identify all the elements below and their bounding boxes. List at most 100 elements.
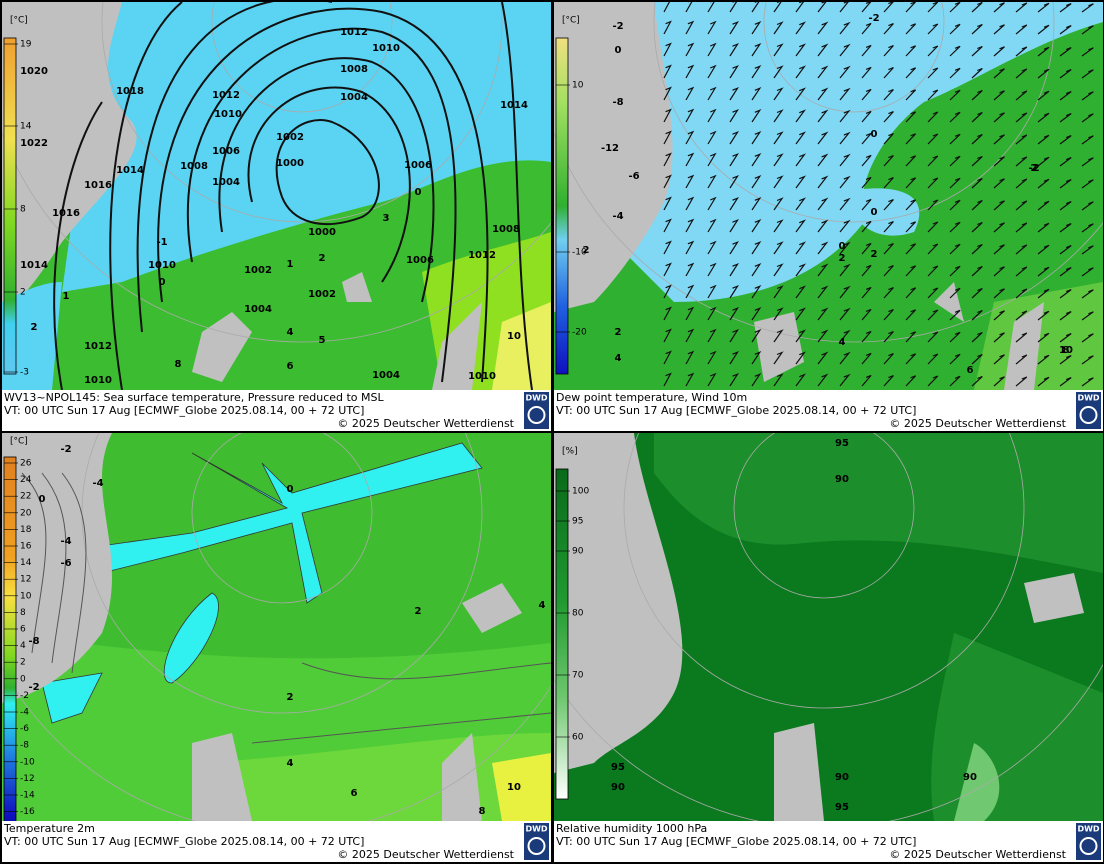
wind-barb xyxy=(971,89,983,101)
wind-barb xyxy=(949,177,961,189)
wind-barb xyxy=(993,222,1005,233)
wind-barb xyxy=(949,133,961,145)
wind-barb xyxy=(817,307,829,321)
wind-barb xyxy=(949,265,961,277)
wind-barb xyxy=(905,243,917,255)
wind-barb xyxy=(861,374,872,387)
wind-barb xyxy=(1081,377,1094,387)
wind-barb xyxy=(1081,355,1094,365)
wind-barb xyxy=(1037,156,1050,167)
wind-barb xyxy=(883,221,894,233)
caption-area xyxy=(554,821,1103,862)
colorbar-label: 6 xyxy=(20,625,26,635)
wind-barb xyxy=(861,352,872,365)
colorbar-label: 26 xyxy=(20,459,32,469)
wind-barb xyxy=(729,86,740,101)
wind-barb xyxy=(949,331,961,343)
contour-label: 95 xyxy=(835,802,849,813)
wind-barb xyxy=(1037,178,1050,189)
wind-barb xyxy=(1059,69,1072,79)
colorbar-label: 8 xyxy=(20,608,26,618)
wind-barb xyxy=(773,329,784,343)
wind-barb xyxy=(1059,25,1072,35)
wind-barb xyxy=(817,241,829,255)
colorbar-label: 19 xyxy=(20,40,32,50)
wind-barb xyxy=(795,109,807,123)
wind-barb xyxy=(993,354,1005,365)
wind-barb xyxy=(993,46,1005,57)
wind-barbs xyxy=(663,2,1094,387)
wind-barb xyxy=(751,219,762,233)
wind-barb xyxy=(861,242,872,255)
caption-time: VT: 00 UTC Sun 17 Aug [ECMWF_Globe 2025.… xyxy=(4,404,364,417)
wind-barb xyxy=(861,88,872,101)
contour-label: 1010 xyxy=(214,109,242,120)
contour-label: 0 xyxy=(287,484,294,495)
wind-barb xyxy=(905,309,917,321)
wind-barb xyxy=(795,175,807,189)
wind-barb xyxy=(927,221,939,233)
colorbar-label: 60 xyxy=(572,733,584,743)
wind-barb xyxy=(773,43,784,57)
wind-barb xyxy=(751,2,760,13)
contour-label: 5 xyxy=(319,335,326,346)
wind-barb xyxy=(795,153,807,167)
wind-barb xyxy=(729,328,740,343)
contour-label: -2 xyxy=(612,21,623,32)
logo: DWD xyxy=(1077,825,1099,834)
caption-area xyxy=(2,821,551,862)
contour-label: 1016 xyxy=(84,180,112,191)
caption-time: VT: 00 UTC Sun 17 Aug [ECMWF_Globe 2025.… xyxy=(4,835,364,848)
wind-barb xyxy=(817,21,829,35)
wind-barb xyxy=(883,89,894,101)
wind-barb xyxy=(663,372,672,387)
contour-label: 8 xyxy=(479,806,486,817)
contour-label: 1010 xyxy=(372,43,400,54)
contour-label: 1012 xyxy=(468,250,496,261)
wind-barb xyxy=(839,65,851,79)
wind-barb xyxy=(751,307,762,321)
wind-barb xyxy=(1059,377,1072,387)
wind-barb xyxy=(817,373,829,387)
wind-barb xyxy=(729,306,740,321)
contour-label: 1006 xyxy=(404,160,432,171)
wind-barb xyxy=(1037,24,1050,35)
map xyxy=(554,433,1103,821)
wind-barb xyxy=(729,20,740,35)
wind-barb xyxy=(1015,178,1028,189)
wind-barb xyxy=(707,108,717,123)
wind-barb xyxy=(817,285,829,299)
colorbar-label: 2 xyxy=(20,288,26,298)
contour-label: 1 xyxy=(63,291,70,302)
contour-label: 1018 xyxy=(116,86,144,97)
colorbar-label: 70 xyxy=(572,671,584,681)
wind-barb xyxy=(795,351,807,365)
wind-barb xyxy=(751,263,762,277)
wind-barb xyxy=(751,241,762,255)
wind-barb xyxy=(883,331,894,343)
contour-label: 4 xyxy=(287,758,294,769)
wind-barb xyxy=(905,177,917,189)
panel-labels: [%] 100 95 90 80 70 60 95 90 95 90 90 95 90 Relative h… xyxy=(554,438,1103,862)
wind-barb xyxy=(751,131,762,145)
wind-barb xyxy=(1037,46,1050,57)
contour-label: 1014 xyxy=(116,165,144,176)
wind-barb xyxy=(839,263,851,277)
wind-barb xyxy=(1059,355,1072,365)
wind-barb xyxy=(839,131,851,145)
wind-barb xyxy=(795,307,807,321)
wind-barb xyxy=(663,328,672,343)
wind-barb xyxy=(949,287,961,299)
wind-barb xyxy=(773,153,784,167)
contour-label: 1008 xyxy=(340,64,368,75)
wind-barb xyxy=(795,197,807,211)
colorbar xyxy=(555,37,569,375)
wind-barb xyxy=(729,108,740,123)
wind-barb xyxy=(817,43,829,57)
colorbar-label: 14 xyxy=(20,122,32,132)
wind-barb xyxy=(1059,157,1072,167)
contour-label: -2 xyxy=(1028,163,1039,174)
wind-barb xyxy=(707,240,717,255)
wind-barb xyxy=(1059,3,1072,13)
wind-barb xyxy=(795,241,807,255)
